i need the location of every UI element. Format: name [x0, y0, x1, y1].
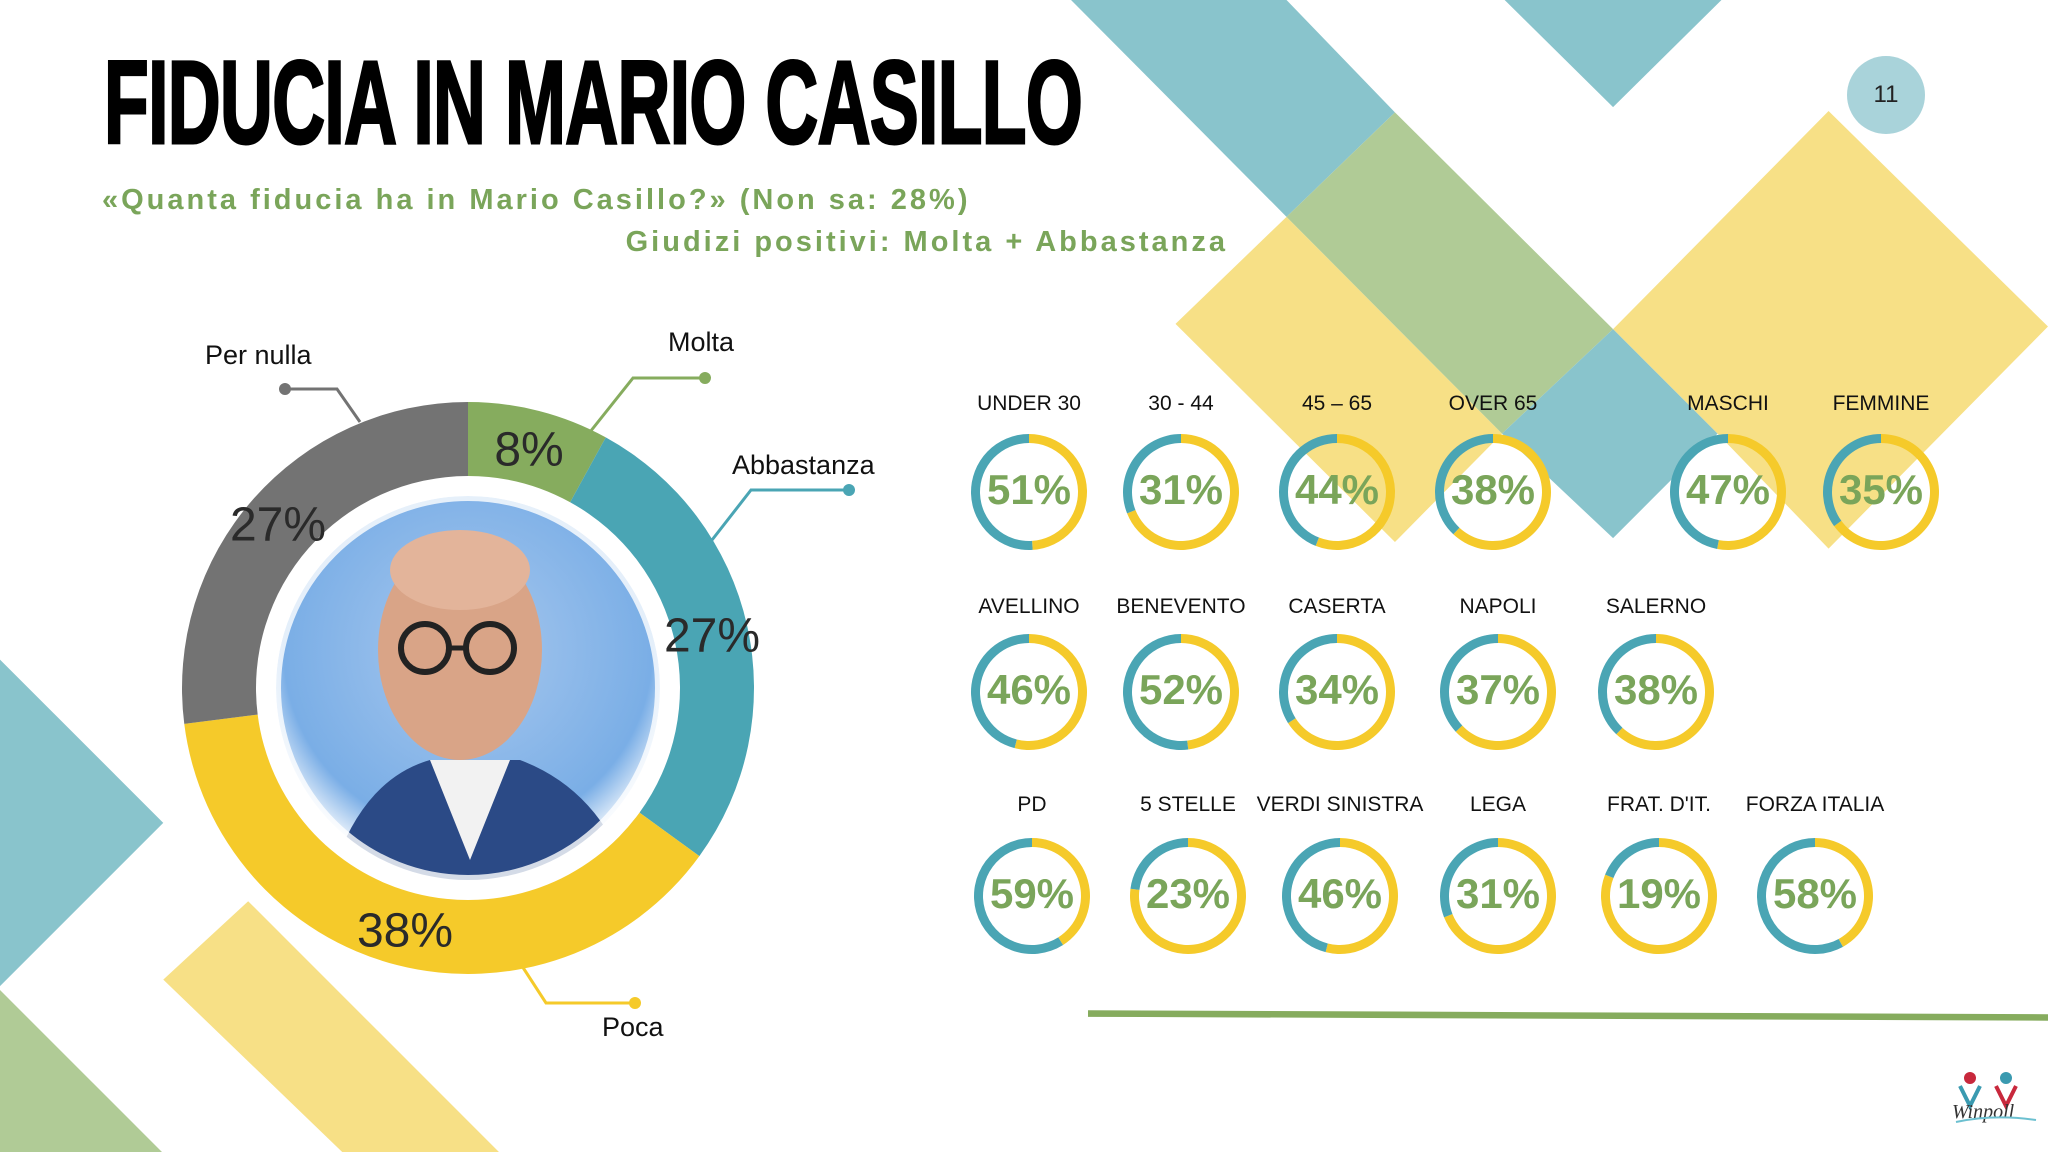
ring-label: 30 - 44	[1148, 392, 1214, 415]
divider-line	[1087, 1010, 2048, 1021]
positive-judgments-subtitle: Giudizi positivi: Molta + Abbastanza	[625, 226, 1228, 258]
ring-remainder-arc	[1181, 634, 1240, 750]
ring-remainder-arc	[1325, 838, 1398, 954]
question-subtitle: «Quanta fiducia ha in Mario Casillo?» (N…	[102, 184, 971, 216]
ring-value: 37%	[1455, 666, 1541, 713]
ring-label: LEGA	[1469, 793, 1527, 816]
teal-stripe	[1071, 0, 1395, 217]
legend-poca: Poca	[602, 1012, 664, 1042]
ring-label: FEMMINE	[1832, 392, 1930, 415]
ring-positive-arc	[1823, 434, 1881, 527]
ring-label: MASCHI	[1687, 392, 1769, 415]
leader-molta	[588, 376, 705, 433]
ring-remainder-arc	[1014, 634, 1087, 750]
leader-abbastanza	[710, 488, 849, 541]
value-abbastanza: 27%	[663, 609, 761, 663]
ring-remainder-arc	[1029, 434, 1087, 550]
ring-value: 58%	[1772, 870, 1858, 917]
ring-positive-arc	[971, 434, 1033, 550]
ring-value: 47%	[1685, 466, 1771, 513]
ring-label: NAPOLI	[1459, 595, 1537, 618]
yellow-diamond-left	[1175, 216, 1503, 543]
teal-diamond	[1502, 329, 1718, 539]
svg-text:Winpoll: Winpoll	[1952, 1101, 2015, 1123]
ring-value: 46%	[1297, 870, 1383, 917]
ring-value: 23%	[1145, 870, 1231, 917]
ring-value: 35%	[1838, 466, 1924, 513]
legend-abbastanza: Abbastanza	[732, 450, 875, 480]
ring-value: 19%	[1616, 870, 1702, 917]
ring-label: 45 – 65	[1301, 392, 1373, 415]
ring-value: 34%	[1294, 666, 1380, 713]
donut-segment-molta	[468, 402, 606, 503]
ring-label: PD	[1017, 793, 1047, 816]
ring-value: 51%	[986, 466, 1072, 513]
ring-value: 38%	[1450, 466, 1536, 513]
donut-segment-per-nulla	[182, 402, 468, 724]
ring-positive-arc	[1440, 838, 1498, 918]
ring-label: SALERNO	[1605, 595, 1707, 618]
leader-per-nulla	[285, 387, 362, 423]
teal-triangle-top	[1504, 0, 1722, 108]
leader-poca	[520, 965, 635, 1005]
ring-label: UNDER 30	[977, 392, 1081, 415]
ring-positive-arc	[1123, 434, 1181, 514]
ring-remainder-arc	[1455, 634, 1556, 750]
page-title: FIDUCIA IN MARIO CASILLO	[103, 37, 1084, 169]
winpoll-logo: Winpoll	[1952, 1072, 2037, 1123]
ring-label: 5 STELLE	[1140, 793, 1236, 816]
ring-label: FRAT. D'IT.	[1607, 793, 1711, 816]
ring-remainder-arc	[1717, 434, 1786, 550]
yellow-stripe-bottom	[163, 901, 499, 1152]
leader-lines	[279, 372, 855, 1009]
ring-label: OVER 65	[1448, 392, 1538, 415]
ring-positive-arc	[974, 838, 1064, 954]
legend-per-nulla: Per nulla	[205, 340, 312, 370]
page-number: 11	[1847, 56, 1925, 134]
ring-label: AVELLINO	[978, 595, 1080, 618]
ring-label: VERDI SINISTRA	[1256, 793, 1424, 816]
donut-segment-abbastanza	[570, 437, 754, 857]
ring-positive-arc	[1757, 838, 1843, 954]
ring-positive-arc	[971, 633, 1029, 749]
yellow-diamond-right	[1613, 111, 2048, 549]
ring-value: 38%	[1613, 666, 1699, 713]
ring-positive-arc	[1434, 434, 1493, 535]
ring-value: 31%	[1138, 466, 1224, 513]
value-molta: 8%	[494, 423, 564, 477]
ring-positive-arc	[1279, 634, 1337, 724]
ring-positive-arc	[1669, 434, 1728, 549]
ring-value: 46%	[986, 666, 1072, 713]
ring-positive-arc	[1605, 838, 1659, 878]
candidate-photo	[276, 496, 660, 880]
ring-label: FORZA ITALIA	[1745, 793, 1885, 816]
ring-positive-arc	[1130, 838, 1188, 890]
ring-label: BENEVENTO	[1116, 595, 1246, 618]
legend-molta: Molta	[668, 327, 735, 357]
donut-segment-poca	[184, 714, 700, 974]
ring-remainder-arc	[1815, 838, 1874, 947]
ring-value: 59%	[989, 870, 1075, 917]
ring-positive-arc	[1282, 838, 1340, 953]
ring-value: 52%	[1138, 666, 1224, 713]
ring-positive-arc	[1439, 634, 1498, 732]
value-per-nulla: 27%	[229, 498, 327, 552]
ring-label: CASERTA	[1288, 595, 1386, 618]
ring-positive-arc	[1123, 634, 1189, 750]
teal-triangle-left	[0, 659, 164, 987]
ring-positive-arc	[1597, 634, 1656, 735]
value-poca: 38%	[356, 904, 454, 958]
green-triangle-bottom	[0, 990, 162, 1152]
ring-remainder-arc	[1453, 434, 1551, 550]
ring-positive-arc	[1278, 434, 1337, 546]
ring-value: 31%	[1455, 870, 1541, 917]
ring-remainder-arc	[1616, 634, 1714, 750]
ring-remainder-arc	[1032, 838, 1091, 945]
green-stripe	[1286, 112, 1614, 434]
ring-value: 44%	[1294, 466, 1380, 513]
